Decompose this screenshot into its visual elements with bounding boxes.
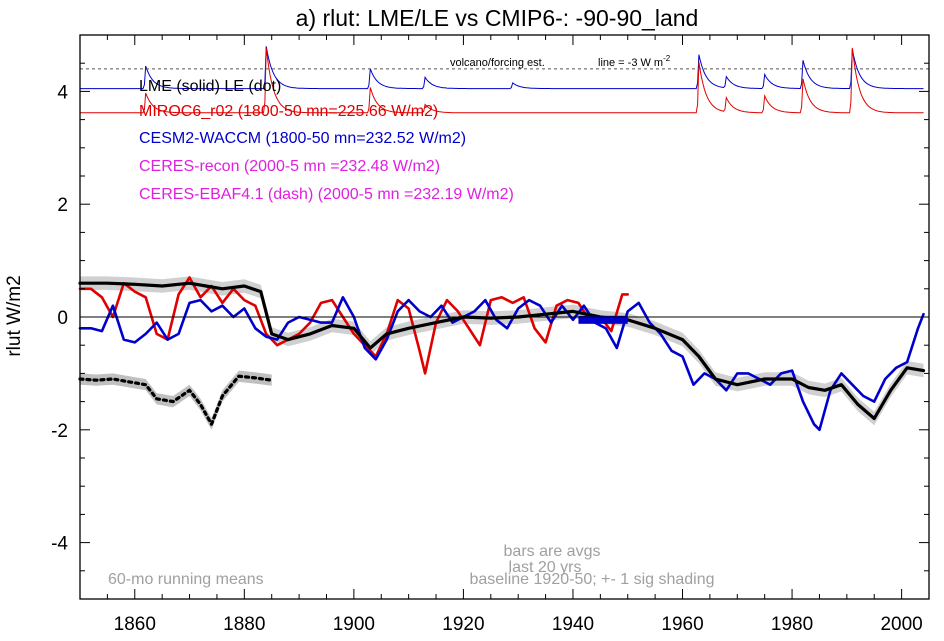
- uncertainty-bands: [80, 276, 924, 430]
- series-le-dot: [78, 374, 274, 426]
- series-lme-solid: [78, 281, 926, 421]
- forcing-label: volcano/forcing est.: [450, 57, 545, 69]
- y-tick-label: -2: [51, 421, 68, 442]
- y-tick-label: -4: [51, 534, 68, 555]
- x-tick-label: 1900: [333, 614, 375, 635]
- x-tick-label: 1880: [223, 614, 265, 635]
- y-axis-label: rlut W/m2: [4, 275, 25, 356]
- legend-entry: CESM2-WACCM (1800-50 mn=232.52 W/m2): [139, 130, 466, 147]
- forcing-line-label-superscript: -2: [663, 54, 671, 63]
- y-tick-label: 4: [57, 82, 68, 103]
- y-axis-ticks: 4 2 0 -2 -4: [51, 34, 929, 600]
- legend-entry: CERES-EBAF4.1 (dash) (2000-5 mn =232.19 …: [139, 186, 514, 203]
- legend-entry: LME (solid) LE (dot): [139, 78, 281, 95]
- series-cesm2-waccm: [78, 296, 925, 432]
- forcing-curve-cesm2-waccm-forcing: [80, 46, 924, 90]
- x-tick-label: 1980: [771, 614, 813, 635]
- legend-entry: MIROC6_r02 (1800-50 mn=225.66 W/m2): [139, 103, 438, 120]
- x-tick-label: 1920: [442, 614, 484, 635]
- baseline-note: baseline 1920-50; +- 1 sig shading: [469, 571, 714, 588]
- legend: LME (solid) LE (dot) MIROC6_r02 (1800-50 …: [139, 78, 514, 203]
- x-tick-label: 1960: [661, 614, 703, 635]
- forcing-line-label: line = -3 W m-2: [598, 54, 671, 69]
- y-tick-label: 0: [57, 308, 68, 329]
- x-axis-ticks: 1860 1880 1900 1920 1940 1960 1980 2000: [79, 35, 930, 635]
- forcing-panel: [80, 46, 924, 114]
- x-tick-label: 1860: [114, 614, 156, 635]
- bars-note-line1: bars are avgs: [504, 543, 601, 560]
- legend-entry: CERES-recon (2000-5 mn =232.48 W/m2): [139, 158, 440, 175]
- series-layer: [78, 276, 926, 432]
- forcing-line-label-text: line = -3 W m: [598, 57, 663, 69]
- forcing-curve-miroc6-forcing: [80, 47, 924, 114]
- x-tick-label: 2000: [880, 614, 922, 635]
- y-tick-label: 2: [57, 195, 68, 216]
- x-tick-label: 1940: [552, 614, 594, 635]
- bars-note-line2: last 20 yrs: [509, 559, 582, 576]
- running-mean-note: 60-mo running means: [108, 571, 264, 588]
- lme-spread-band: [80, 276, 924, 426]
- last20-average-bar: [578, 315, 628, 324]
- chart-title: a) rlut: LME/LE vs CMIP6-: -90-90_land: [296, 5, 699, 31]
